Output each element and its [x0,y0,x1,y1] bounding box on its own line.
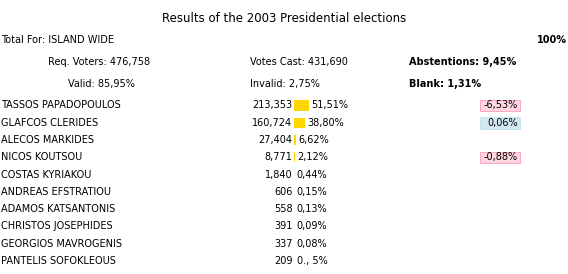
Text: 27,404: 27,404 [258,135,293,145]
Text: 0,44%: 0,44% [296,170,327,179]
Text: 209: 209 [274,256,293,266]
Text: Results of the 2003 Presidential elections: Results of the 2003 Presidential electio… [162,12,406,25]
Text: 0,13%: 0,13% [296,204,327,214]
Text: 213,353: 213,353 [252,101,293,110]
Text: Votes Cast: 431,690: Votes Cast: 431,690 [250,57,348,67]
Text: 6,62%: 6,62% [298,135,329,145]
Text: COSTAS KYRIAKOU: COSTAS KYRIAKOU [1,170,91,179]
Text: 0., 5%: 0., 5% [296,256,327,266]
Text: Blank: 1,31%: Blank: 1,31% [409,79,481,89]
Text: ALECOS MARKIDES: ALECOS MARKIDES [1,135,94,145]
Text: ADAMOS KATSANTONIS: ADAMOS KATSANTONIS [1,204,115,214]
Text: 160,724: 160,724 [252,118,293,128]
Text: 38,80%: 38,80% [308,118,344,128]
Text: 1,840: 1,840 [265,170,293,179]
Text: 8,771: 8,771 [265,152,293,162]
Text: 558: 558 [274,204,293,214]
Text: NICOS KOUTSOU: NICOS KOUTSOU [1,152,82,162]
Text: 0,15%: 0,15% [296,187,327,197]
Text: 0,08%: 0,08% [296,239,327,249]
Text: GEORGIOS MAVROGENIS: GEORGIOS MAVROGENIS [1,239,122,249]
Text: -6,53%: -6,53% [484,101,518,110]
Text: Invalid: 2,75%: Invalid: 2,75% [250,79,320,89]
Text: 337: 337 [274,239,293,249]
Text: Req. Voters: 476,758: Req. Voters: 476,758 [48,57,151,67]
Text: 0,09%: 0,09% [296,221,327,231]
Text: Abstentions: 9,45%: Abstentions: 9,45% [409,57,516,67]
Text: 100%: 100% [537,35,567,45]
Text: 2,12%: 2,12% [297,152,328,162]
Text: 391: 391 [274,221,293,231]
Text: ANDREAS EFSTRATIOU: ANDREAS EFSTRATIOU [1,187,111,197]
Text: Total For: ISLAND WIDE: Total For: ISLAND WIDE [1,35,114,45]
Text: Valid: 85,95%: Valid: 85,95% [68,79,135,89]
Text: TASSOS PAPADOPOULOS: TASSOS PAPADOPOULOS [1,101,121,110]
Text: 51,51%: 51,51% [311,101,348,110]
Text: PANTELIS SOFOKLEOUS: PANTELIS SOFOKLEOUS [1,256,116,266]
Text: -0,88%: -0,88% [484,152,518,162]
Text: CHRISTOS JOSEPHIDES: CHRISTOS JOSEPHIDES [1,221,113,231]
Text: GLAFCOS CLERIDES: GLAFCOS CLERIDES [1,118,98,128]
Text: 0,06%: 0,06% [487,118,518,128]
Text: 606: 606 [274,187,293,197]
